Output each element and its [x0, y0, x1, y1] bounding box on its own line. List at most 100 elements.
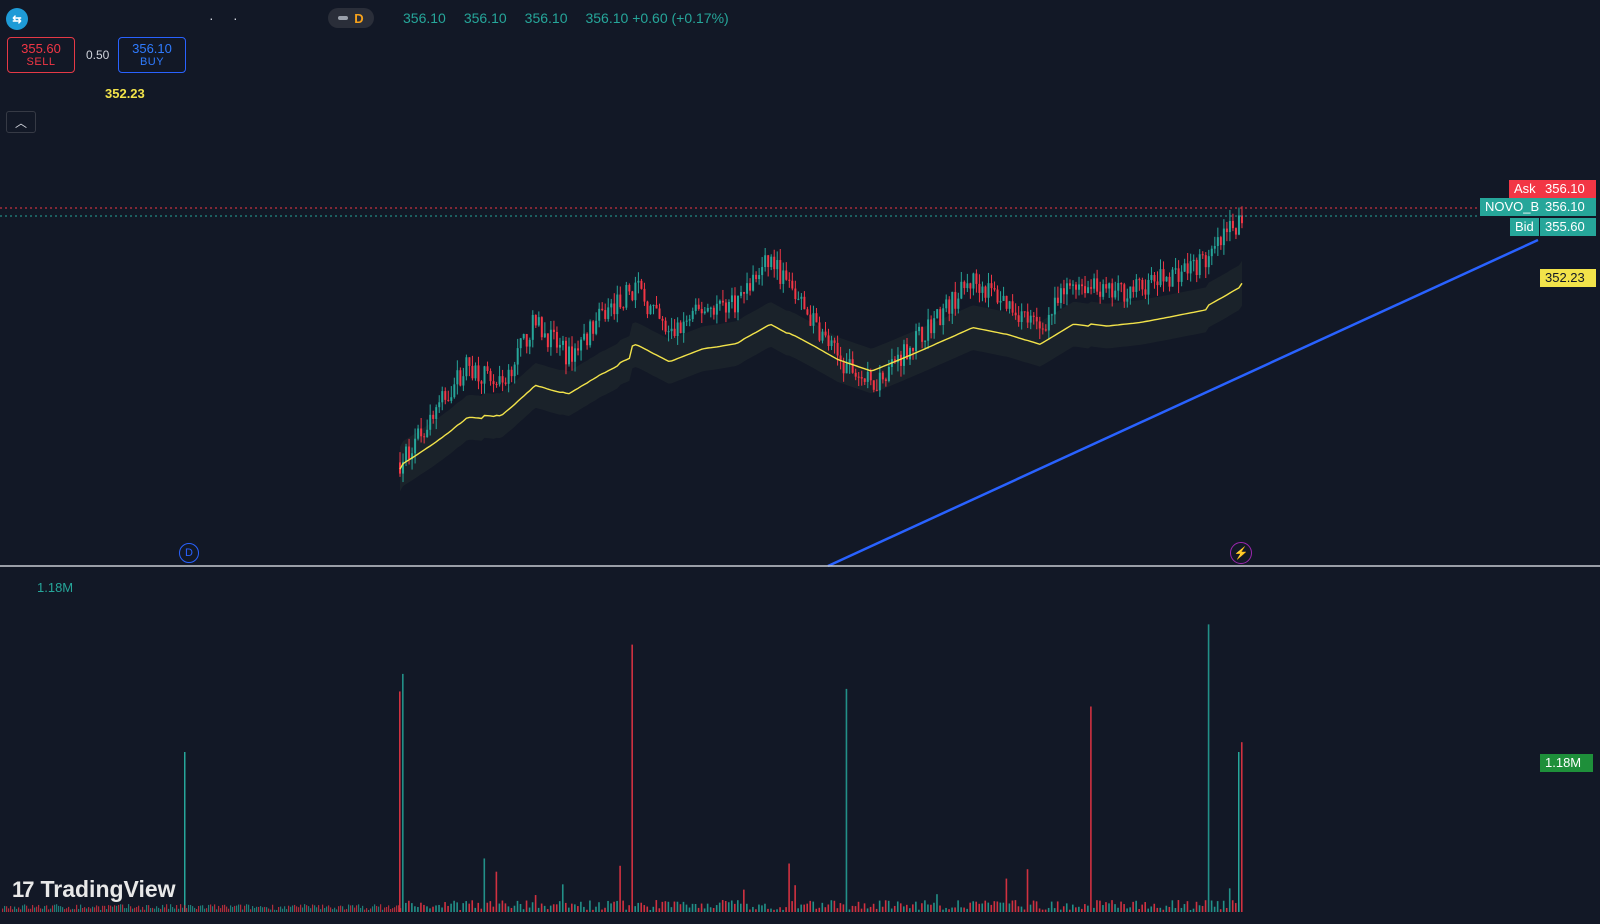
candle-body: [833, 340, 836, 343]
candle-body: [679, 322, 682, 334]
volume-bar: [1029, 904, 1032, 912]
volume-bar: [589, 900, 591, 912]
candle-body: [595, 320, 598, 334]
open-value: 356.10: [403, 10, 446, 26]
volume-bar: [1189, 909, 1192, 912]
candle-body: [896, 354, 899, 363]
volume-bar: [1210, 900, 1213, 912]
volume-bar: [429, 908, 431, 912]
volume-bar: [1144, 902, 1147, 912]
volume-bar: [360, 907, 362, 912]
volume-bar: [1035, 901, 1038, 912]
volume-bar: [1159, 907, 1162, 912]
volume-bar: [80, 904, 82, 912]
volume-bar: [382, 909, 384, 912]
volume-bar: [945, 907, 947, 912]
candle-body: [640, 280, 643, 289]
candle-body: [625, 285, 628, 308]
candle-body: [969, 283, 972, 289]
candle-body: [703, 311, 706, 314]
volume-bar: [730, 900, 733, 912]
volume-bar: [246, 904, 248, 912]
interval-button[interactable]: D: [328, 8, 374, 28]
volume-bar: [628, 905, 630, 912]
volume-bar: [486, 902, 489, 912]
volume-bar: [138, 905, 140, 912]
volume-bar: [102, 905, 104, 912]
candle-body: [1222, 228, 1225, 246]
volume-bar: [30, 908, 32, 912]
sell-button[interactable]: 355.60 SELL: [7, 37, 75, 73]
candle-body: [450, 397, 453, 401]
volume-bar: [114, 905, 116, 912]
volume-bar: [866, 908, 869, 912]
volume-bar: [164, 907, 166, 912]
dividend-badge[interactable]: D: [179, 543, 199, 563]
chevron-up-icon: ︿: [14, 115, 27, 130]
collapse-legend-button[interactable]: ︿: [6, 111, 36, 133]
volume-bar: [1183, 904, 1186, 912]
candle-series: [399, 206, 1243, 483]
volume-bar: [655, 900, 658, 912]
candle-body: [691, 310, 694, 320]
volume-bar: [46, 905, 48, 912]
volume-bar: [737, 900, 739, 912]
lightning-icon[interactable]: ⚡: [1230, 542, 1252, 564]
volume-bar: [296, 906, 298, 912]
candle-body: [743, 292, 746, 294]
volume-bar: [718, 902, 721, 912]
candle-body: [622, 307, 625, 309]
candle-body: [1138, 279, 1141, 281]
volume-bar: [975, 901, 978, 912]
volume-bar: [957, 900, 959, 912]
candle-body: [860, 377, 863, 379]
volume-bar: [40, 908, 42, 912]
volume-bar: [459, 909, 461, 912]
volume-bar: [803, 904, 805, 912]
candle-body: [770, 256, 773, 268]
buy-button[interactable]: 356.10 BUY: [118, 37, 186, 73]
volume-bar: [34, 907, 36, 912]
candle-body: [881, 372, 884, 380]
volume-bar: [456, 902, 458, 912]
volume-bar: [951, 907, 953, 912]
candle-body: [462, 376, 465, 386]
volume-bar: [830, 900, 833, 912]
volume-bar: [244, 905, 246, 912]
volume-bar: [984, 900, 987, 912]
candle-body: [740, 292, 743, 296]
volume-bar: [42, 908, 44, 912]
volume-bar: [501, 900, 504, 912]
volume-bar: [398, 905, 400, 912]
candle-body: [574, 348, 577, 362]
volume-bar: [14, 906, 16, 912]
candle-body: [960, 281, 963, 299]
volume-bar: [661, 901, 664, 912]
volume-bar: [933, 902, 935, 912]
volume-bar: [477, 902, 480, 912]
candle-body: [580, 339, 583, 351]
volume-bar: [118, 904, 120, 912]
volume-bar: [400, 908, 402, 912]
volume-bar: [764, 903, 766, 912]
candle-body: [1099, 291, 1102, 297]
tradingview-logo[interactable]: 17 TradingView: [12, 876, 176, 903]
candle-body: [429, 414, 432, 430]
volume-bar: [423, 904, 425, 912]
volume-bar: [1192, 908, 1195, 912]
volume-bar: [767, 908, 769, 912]
volume-bar: [405, 902, 407, 912]
symbol-logo-icon[interactable]: ⇆: [6, 8, 28, 30]
candle-body: [812, 313, 815, 326]
candle-body: [1237, 215, 1240, 235]
volume-bar: [1153, 903, 1156, 912]
volume-bar: [504, 903, 507, 912]
candle-body: [1011, 301, 1014, 313]
volume-bar: [483, 858, 486, 912]
candle-body: [1213, 246, 1216, 249]
volume-bar: [842, 904, 845, 912]
volume-bar: [238, 904, 240, 912]
volume-bar: [48, 909, 50, 912]
volume-bar: [66, 908, 68, 912]
